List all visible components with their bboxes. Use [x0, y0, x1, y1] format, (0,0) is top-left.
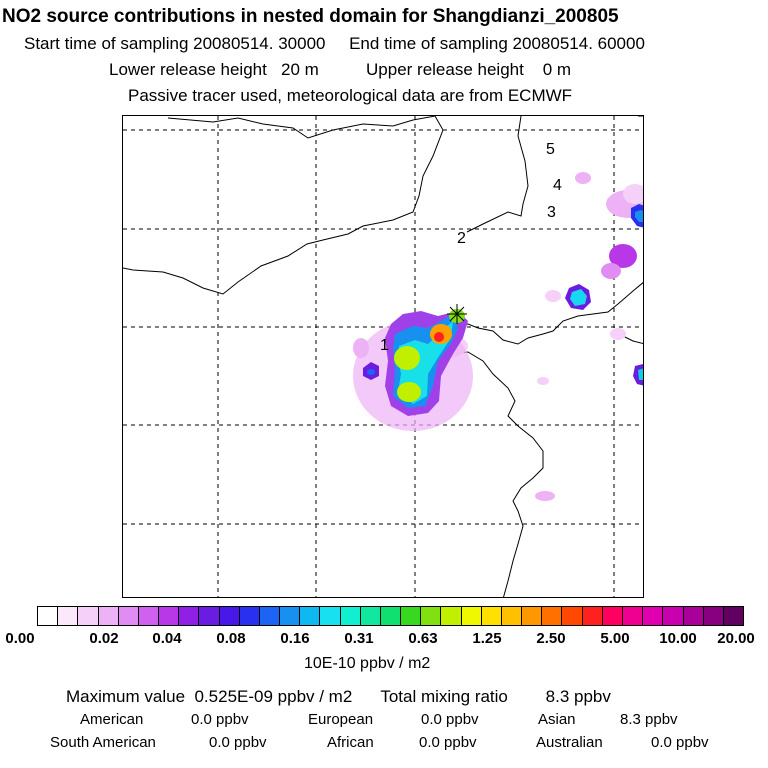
- colorbar-tick: 0.08: [216, 630, 246, 647]
- region-value: 8.3 ppbv: [620, 711, 678, 728]
- colorbar-tick: 0.04: [152, 630, 182, 647]
- region-value: 0.0 ppbv: [421, 711, 479, 728]
- colorbar-swatch: [58, 607, 79, 625]
- colorbar-swatch: [38, 607, 59, 625]
- coastline-korea: [622, 335, 643, 345]
- colorbar-swatch: [401, 607, 422, 625]
- plume-patch: [623, 184, 643, 204]
- colorbar-swatch: [300, 607, 321, 625]
- colorbar-tick: 10.00: [659, 630, 697, 647]
- colorbar-tick: 0.63: [408, 630, 438, 647]
- colorbar-tick: 1.25: [472, 630, 502, 647]
- region-name: Australian: [536, 734, 603, 751]
- colorbar-swatch: [360, 607, 381, 625]
- plume-patch: [635, 210, 643, 222]
- colorbar-swatch: [703, 607, 724, 625]
- colorbar-tick: 20.00: [717, 630, 755, 647]
- plume-core: [397, 382, 421, 402]
- plume-patch: [575, 172, 591, 184]
- plot-title: NO2 source contributions in nested domai…: [2, 6, 619, 27]
- colorbar-swatch: [643, 607, 664, 625]
- colorbar-swatch: [501, 607, 523, 625]
- colorbar-swatch: [340, 607, 361, 625]
- colorbar-swatch: [683, 607, 704, 625]
- colorbar-tick: 0.31: [344, 630, 374, 647]
- region-name: European: [308, 711, 374, 728]
- plume-patch: [638, 368, 643, 380]
- colorbar-swatch: [481, 607, 502, 625]
- colorbar-swatch: [239, 607, 260, 625]
- colorbar: [37, 606, 744, 626]
- region-value: 0.0 ppbv: [191, 711, 249, 728]
- plume-patch: [367, 369, 375, 375]
- colorbar-swatch: [320, 607, 341, 625]
- region-name: African: [327, 734, 374, 751]
- border-north: [167, 116, 436, 139]
- border-east: [466, 116, 529, 233]
- colorbar-tick: 0.02: [89, 630, 119, 647]
- graticule: [123, 116, 643, 597]
- colorbar-tick: 0.16: [280, 630, 310, 647]
- plume-peak: [434, 332, 444, 342]
- colorbar-swatch: [78, 607, 99, 625]
- region-name: Asian: [538, 711, 576, 728]
- colorbar-swatch: [98, 607, 119, 625]
- colorbar-swatch: [663, 607, 684, 625]
- colorbar-swatch: [159, 607, 180, 625]
- sampling-time-line: Start time of sampling 20080514. 30000 E…: [24, 34, 645, 53]
- border-mongolia: [123, 116, 444, 295]
- concentration-field: [353, 172, 643, 501]
- colorbar-swatch: [118, 607, 139, 625]
- colorbar-swatch: [723, 607, 744, 625]
- marker-label-2: 2: [457, 230, 466, 247]
- release-height-line: Lower release height 20 m Upper release …: [109, 60, 572, 79]
- colorbar-tick: 0.00: [5, 630, 35, 647]
- map-panel: 1 2 3 4 5: [122, 115, 644, 598]
- region-value: 0.0 ppbv: [209, 734, 267, 751]
- receptor-marker: [447, 304, 467, 324]
- colorbar-tick: 2.50: [536, 630, 566, 647]
- max-value-line: Maximum value 0.525E-09 ppbv / m2 Total …: [66, 687, 611, 706]
- plume-patch: [535, 491, 555, 501]
- colorbar-swatch: [219, 607, 240, 625]
- colorbar-swatch: [582, 607, 603, 625]
- plume-patch: [609, 244, 637, 268]
- plume-patch: [601, 263, 621, 279]
- plume-core: [394, 346, 420, 370]
- plume-patch: [545, 290, 561, 302]
- plume-patch: [537, 377, 549, 385]
- colorbar-swatch: [622, 607, 644, 625]
- plume-patch: [610, 328, 626, 340]
- colorbar-swatch: [421, 607, 442, 625]
- region-value: 0.0 ppbv: [651, 734, 709, 751]
- colorbar-swatch: [199, 607, 220, 625]
- tracer-info-line: Passive tracer used, meteorological data…: [128, 86, 573, 105]
- map-canvas: [123, 116, 643, 597]
- colorbar-swatch: [280, 607, 301, 625]
- colorbar-swatch: [562, 607, 583, 625]
- marker-label-1: 1: [380, 337, 389, 354]
- plume-patch: [570, 289, 587, 306]
- colorbar-swatch: [259, 607, 281, 625]
- colorbar-swatch: [602, 607, 623, 625]
- colorbar-swatch: [380, 607, 402, 625]
- colorbar-swatch: [138, 607, 160, 625]
- colorbar-swatch: [542, 607, 563, 625]
- plume-patch: [353, 338, 369, 358]
- region-name: South American: [50, 734, 156, 751]
- marker-label-4: 4: [553, 177, 562, 194]
- colorbar-swatch: [441, 607, 462, 625]
- region-value: 0.0 ppbv: [419, 734, 477, 751]
- colorbar-swatch: [461, 607, 482, 625]
- colorbar-tick: 5.00: [600, 630, 630, 647]
- colorbar-unit: 10E-10 ppbv / m2: [304, 655, 431, 672]
- colorbar-swatch: [179, 607, 200, 625]
- marker-label-5: 5: [546, 141, 555, 158]
- colorbar-swatch: [522, 607, 543, 625]
- region-name: American: [80, 711, 144, 728]
- marker-label-3: 3: [547, 204, 556, 221]
